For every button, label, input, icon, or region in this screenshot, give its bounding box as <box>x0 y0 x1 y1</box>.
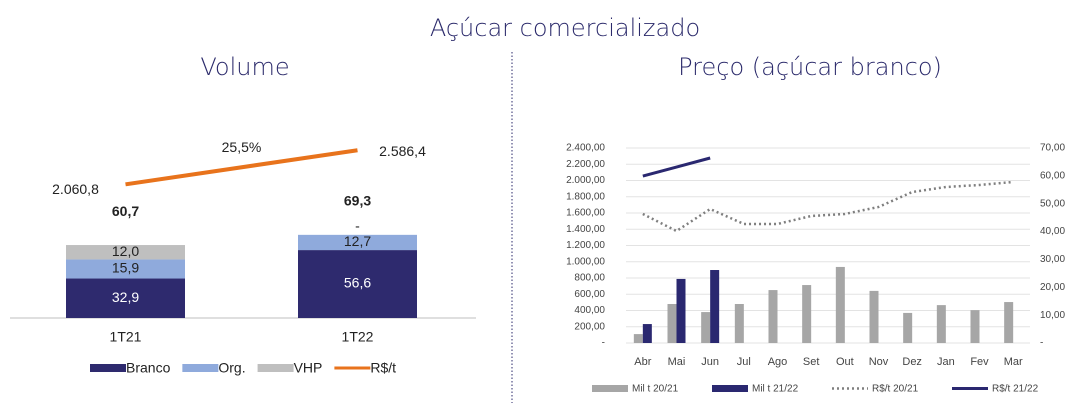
legend-label: Mil t 21/22 <box>752 384 799 395</box>
bar-segment <box>66 259 185 279</box>
x-tick-label: Out <box>836 356 854 368</box>
data-label: 12,0 <box>112 243 139 259</box>
data-label: 56,6 <box>344 275 371 291</box>
x-tick-label: Jun <box>701 356 719 368</box>
legend-label: R$/t 21/22 <box>992 384 1039 395</box>
y-tick-label: 1.600,00 <box>566 208 605 219</box>
line <box>125 148 358 187</box>
y-tick-label: - <box>602 338 605 349</box>
bar <box>903 312 913 343</box>
data-label: 12,7 <box>344 233 371 249</box>
x-tick-label: 1T22 <box>342 329 374 345</box>
legend-swatch <box>90 364 126 372</box>
data-label: 2.060,8 <box>52 181 99 197</box>
bar <box>676 278 686 343</box>
y-tick-label: 1.000,00 <box>566 256 605 267</box>
bar <box>1004 302 1014 343</box>
x-tick-label: Nov <box>869 356 889 368</box>
legend-label: R$/t 20/21 <box>872 384 919 395</box>
bar-segment <box>66 278 185 318</box>
legend-swatch <box>712 385 748 392</box>
y-tick-label: 200,00 <box>574 321 605 332</box>
y-tick-label: 2.400,00 <box>566 143 605 154</box>
bar <box>768 290 778 343</box>
chart-title: Preço (açúcar branco) <box>678 53 942 81</box>
chart-title: Volume <box>200 53 289 81</box>
line <box>642 156 711 178</box>
y2-tick-label: 20,00 <box>1040 282 1065 293</box>
x-tick-label: Jan <box>937 356 955 368</box>
y-tick-label: 600,00 <box>574 289 605 300</box>
bar-segment <box>66 245 185 260</box>
bar <box>869 290 879 343</box>
x-tick-label: Mar <box>1004 356 1023 368</box>
legend-label: Org. <box>218 360 245 376</box>
y-tick-label: 1.200,00 <box>566 240 605 251</box>
bar <box>835 266 845 343</box>
data-label: 2.586,4 <box>379 143 426 159</box>
y-tick-label: 2.200,00 <box>566 159 605 170</box>
bar <box>701 312 711 343</box>
legend-swatch <box>182 364 219 372</box>
bar <box>734 304 744 343</box>
x-tick-label: Mai <box>668 356 686 368</box>
legend-label: Mil t 20/21 <box>632 384 679 395</box>
y2-tick-label: 10,00 <box>1040 310 1065 321</box>
bar-segment <box>298 234 417 251</box>
total-label: 69,3 <box>344 193 371 209</box>
legend-label: VHP <box>294 360 323 376</box>
data-label: 15,9 <box>112 260 139 276</box>
bar <box>633 334 643 343</box>
x-tick-label: Jul <box>737 356 751 368</box>
bar <box>970 310 980 343</box>
y-tick-label: 2.000,00 <box>566 175 605 186</box>
y2-tick-label: 60,00 <box>1040 170 1065 181</box>
bar <box>667 304 677 343</box>
x-tick-label: Abr <box>634 356 651 368</box>
legend-swatch <box>592 385 628 392</box>
y2-tick-label: 30,00 <box>1040 254 1065 265</box>
legend-swatch <box>257 364 294 372</box>
x-tick-label: Fev <box>970 356 989 368</box>
y2-tick-label: 40,00 <box>1040 226 1065 237</box>
data-label: 32,9 <box>112 289 139 305</box>
y-tick-label: 1.800,00 <box>566 191 605 202</box>
y-tick-label: 1.400,00 <box>566 224 605 235</box>
line <box>642 180 1014 233</box>
y-tick-label: 400,00 <box>574 305 605 316</box>
x-tick-label: Set <box>803 356 820 368</box>
bar <box>642 324 652 343</box>
slide-title: Açúcar comercializado <box>430 14 700 42</box>
bar-segment <box>298 250 417 318</box>
legend-label: Branco <box>126 360 171 376</box>
annotation: 25,5% <box>222 139 262 155</box>
legend-label: R$/t <box>370 360 396 376</box>
x-tick-label: Ago <box>768 356 788 368</box>
x-tick-label: 1T21 <box>110 329 142 345</box>
x-tick-label: Dez <box>902 356 922 368</box>
bar <box>710 270 720 343</box>
y2-tick-label: 50,00 <box>1040 198 1065 209</box>
bar <box>802 285 812 343</box>
y2-tick-label: 70,00 <box>1040 143 1065 154</box>
bar <box>936 305 946 343</box>
y-tick-label: 800,00 <box>574 273 605 284</box>
data-label: - <box>355 218 360 234</box>
y2-tick-label: - <box>1040 338 1043 349</box>
total-label: 60,7 <box>112 203 139 219</box>
